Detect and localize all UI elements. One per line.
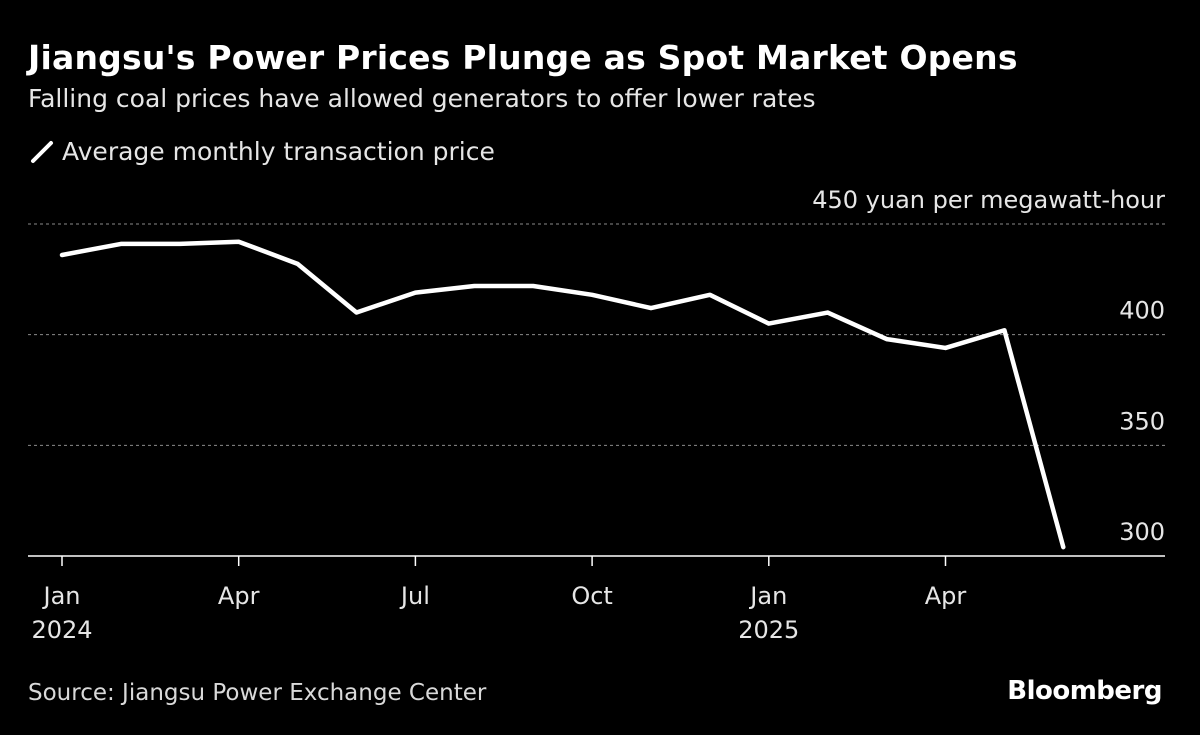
source-note: Source: Jiangsu Power Exchange Center: [28, 680, 487, 706]
x-tick-year-0: 2024: [31, 616, 92, 644]
series-line-0: [59, 239, 1066, 550]
x-tick-label-15: Apr: [925, 582, 967, 610]
x-tick-year-12: 2025: [738, 616, 799, 644]
y-tick-label-400: 400: [1119, 297, 1165, 325]
legend-label: Average monthly transaction price: [62, 137, 495, 166]
x-tick-label-9: Oct: [571, 582, 613, 610]
x-tick-label-12: Jan: [748, 582, 787, 610]
legend: Average monthly transaction price: [30, 137, 495, 166]
chart-subtitle: Falling coal prices have allowed generat…: [28, 84, 816, 113]
x-tick-label-3: Apr: [218, 582, 260, 610]
x-tick-label-0: Jan: [42, 582, 81, 610]
x-tick-label-6: Jul: [399, 582, 430, 610]
bloomberg-logo: Bloomberg: [1007, 676, 1162, 706]
y-tick-label-350: 350: [1119, 407, 1165, 435]
legend-line-icon: [31, 140, 53, 163]
y-tick-label-450: 450 yuan per megawatt-hour: [812, 186, 1165, 214]
chart-title: Jiangsu's Power Prices Plunge as Spot Ma…: [28, 38, 1018, 77]
y-tick-label-300: 300: [1119, 518, 1165, 546]
